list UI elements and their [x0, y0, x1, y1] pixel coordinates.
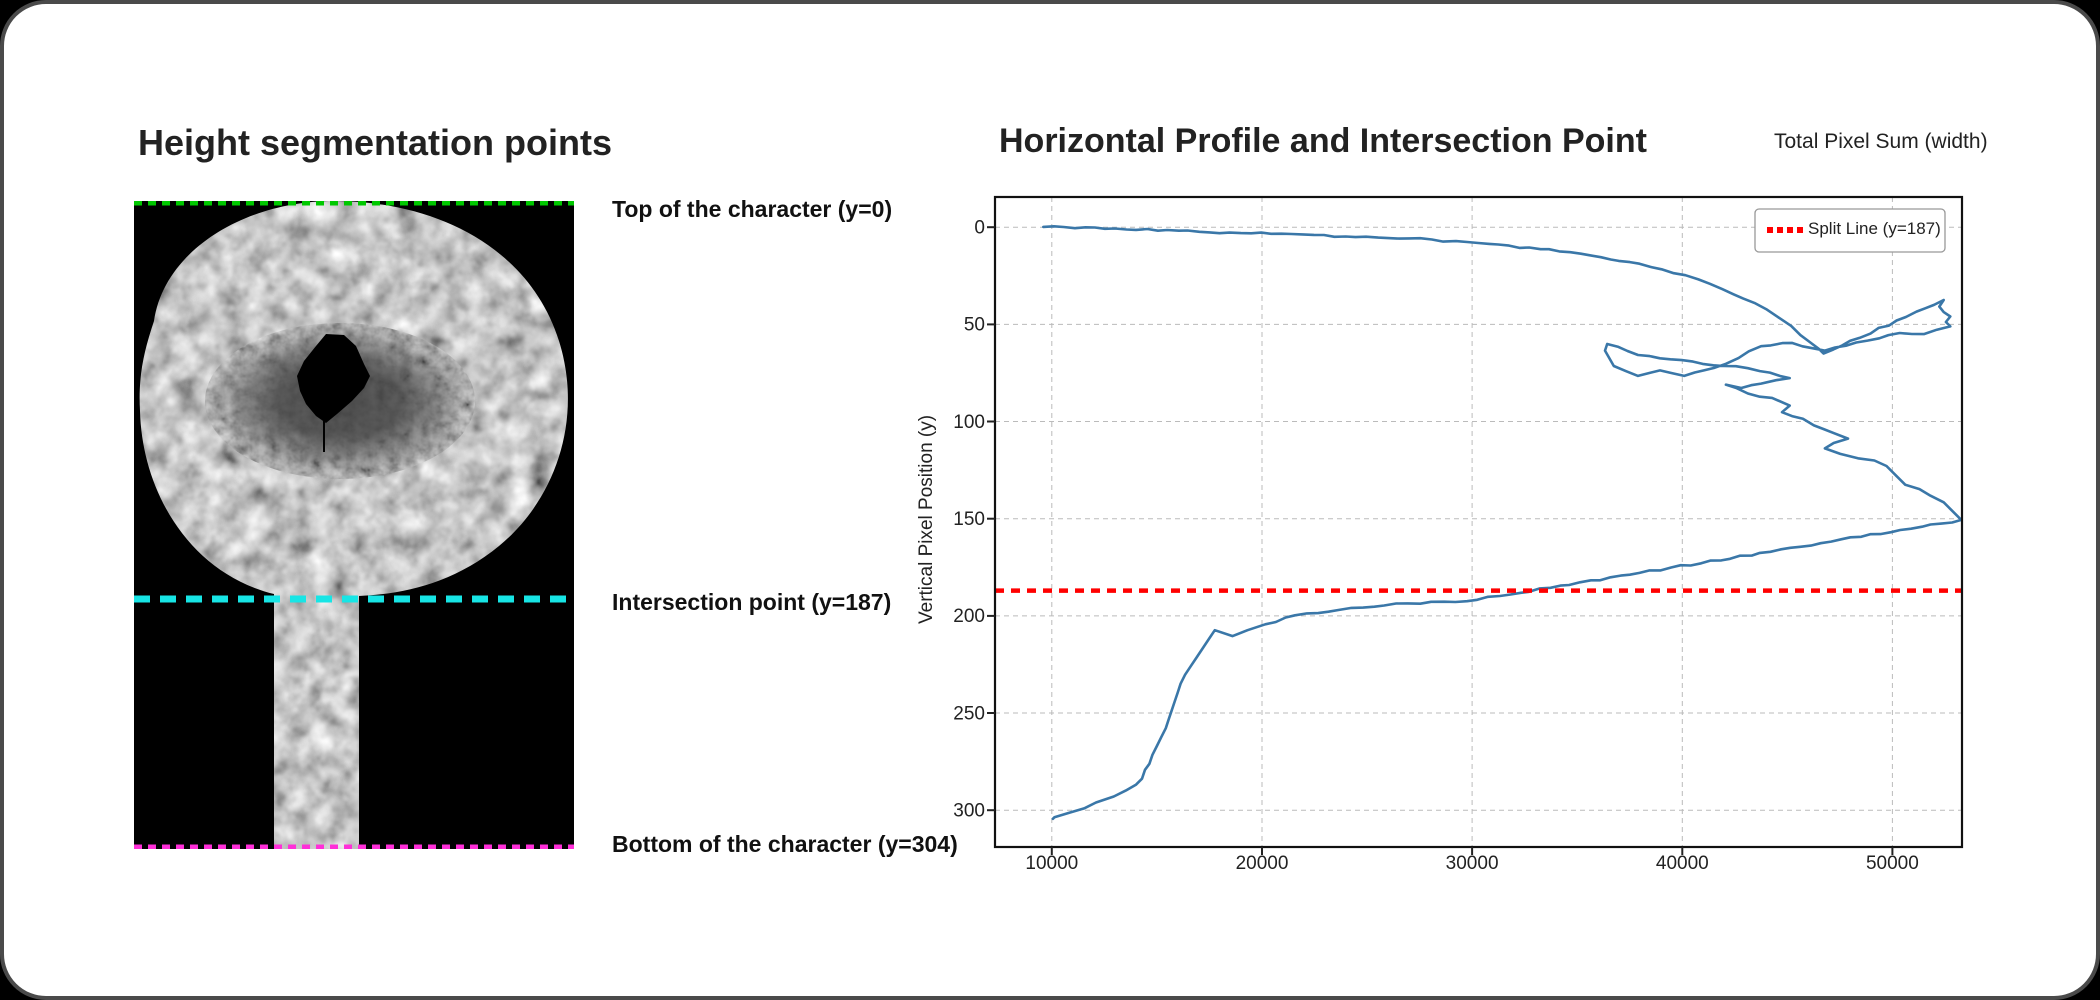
svg-text:250: 250 [953, 703, 985, 724]
svg-text:100: 100 [953, 412, 985, 433]
svg-text:150: 150 [953, 509, 985, 530]
svg-text:40000: 40000 [1656, 853, 1709, 874]
svg-text:10000: 10000 [1025, 853, 1078, 874]
svg-text:200: 200 [953, 606, 985, 627]
svg-text:20000: 20000 [1236, 853, 1289, 874]
svg-text:0: 0 [974, 218, 985, 239]
svg-text:30000: 30000 [1446, 853, 1499, 874]
svg-text:50000: 50000 [1866, 853, 1919, 874]
svg-text:Split Line (y=187): Split Line (y=187) [1808, 219, 1941, 238]
svg-text:50: 50 [964, 315, 985, 336]
svg-text:300: 300 [953, 801, 985, 822]
